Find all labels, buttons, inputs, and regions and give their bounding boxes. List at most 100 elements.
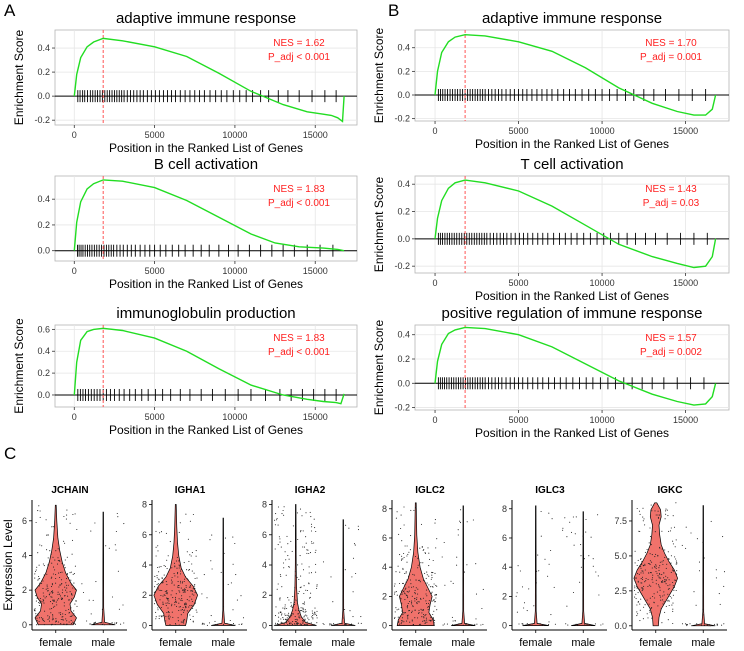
cell-point [548, 563, 550, 565]
cell-point [409, 621, 411, 623]
cell-point [551, 518, 553, 520]
cell-point [400, 623, 402, 625]
cell-point [431, 597, 433, 599]
cell-point [290, 605, 292, 607]
cell-point [584, 623, 586, 625]
cell-point [165, 592, 167, 594]
cell-point [183, 562, 185, 564]
cell-point [526, 622, 528, 625]
cell-point [210, 560, 212, 562]
x-axis-label: Position in the Ranked List of Genes [109, 141, 303, 155]
cell-point [37, 510, 39, 512]
cell-point [230, 582, 232, 584]
cell-point [182, 620, 184, 622]
cell-point [351, 576, 353, 578]
cell-point [572, 591, 575, 594]
cell-point [35, 615, 37, 617]
cell-point [306, 552, 308, 554]
cell-point [43, 602, 45, 604]
cell-point [640, 566, 642, 568]
cell-point [159, 589, 161, 592]
cell-point [65, 578, 68, 580]
cell-point [398, 621, 400, 623]
cell-point [70, 622, 73, 625]
cell-point [74, 588, 76, 591]
cell-point [306, 589, 309, 592]
cell-point [51, 619, 53, 621]
cell-point [672, 581, 674, 584]
cell-point [296, 618, 298, 620]
cell-point [154, 575, 156, 577]
cell-point [651, 577, 654, 579]
cell-point [179, 591, 181, 593]
cell-point [316, 587, 318, 589]
cell-point [394, 591, 396, 593]
x-tick-label: 5000 [509, 126, 529, 136]
cell-point [650, 572, 652, 574]
cell-point [669, 596, 671, 598]
cell-point [153, 603, 156, 605]
cell-point [167, 616, 169, 618]
cell-point [60, 597, 62, 599]
cell-point [597, 514, 599, 516]
cell-point [285, 574, 287, 576]
cell-point [287, 614, 289, 616]
cell-point [301, 515, 303, 517]
cell-point [426, 619, 428, 621]
cell-point [401, 593, 403, 596]
cell-point [186, 599, 188, 601]
y-tick-label: 4 [382, 562, 387, 572]
cell-point [157, 587, 159, 589]
cell-point [633, 589, 636, 591]
cell-point [673, 589, 675, 591]
cell-point [37, 614, 39, 616]
panel-letter-c: C [4, 444, 16, 463]
cell-point [452, 582, 454, 584]
cell-point [33, 609, 35, 611]
cell-point [179, 573, 182, 575]
cell-point [661, 581, 663, 583]
cell-point [175, 593, 177, 595]
cell-point [411, 620, 413, 622]
cell-point [279, 538, 281, 540]
y-tick-label: 0.4 [37, 346, 50, 356]
cell-point [178, 598, 180, 600]
cell-point [332, 601, 334, 603]
cell-point [548, 512, 550, 514]
cell-point [653, 602, 655, 604]
cell-point [409, 579, 412, 581]
cell-point [302, 611, 304, 613]
cell-point [178, 609, 180, 612]
cell-point [157, 550, 159, 552]
cell-point [345, 624, 347, 626]
cell-point [660, 596, 662, 598]
cell-point [289, 623, 291, 625]
cell-point [57, 621, 59, 623]
cell-point [206, 624, 208, 626]
cell-point [663, 591, 665, 593]
cell-point [52, 617, 54, 619]
cell-point [278, 624, 280, 626]
cell-point [353, 543, 356, 545]
cell-point [281, 586, 283, 588]
cell-point [171, 590, 173, 592]
plot-title: adaptive immune response [482, 10, 662, 27]
cell-point [592, 558, 594, 560]
cell-point [407, 604, 409, 607]
cell-point [166, 611, 168, 614]
cell-point [550, 549, 552, 552]
x-tick-label: 15000 [673, 278, 698, 288]
cell-point [178, 560, 180, 562]
cell-point [69, 591, 71, 593]
cell-point [649, 536, 652, 538]
cell-point [192, 615, 194, 617]
cell-point [399, 597, 401, 599]
cell-point [114, 544, 116, 546]
cell-point [178, 602, 180, 604]
cell-point [161, 589, 163, 592]
cell-point [64, 542, 66, 544]
cell-point [592, 565, 594, 567]
cell-point [634, 596, 636, 598]
cell-point [526, 610, 528, 612]
cell-point [57, 560, 59, 562]
